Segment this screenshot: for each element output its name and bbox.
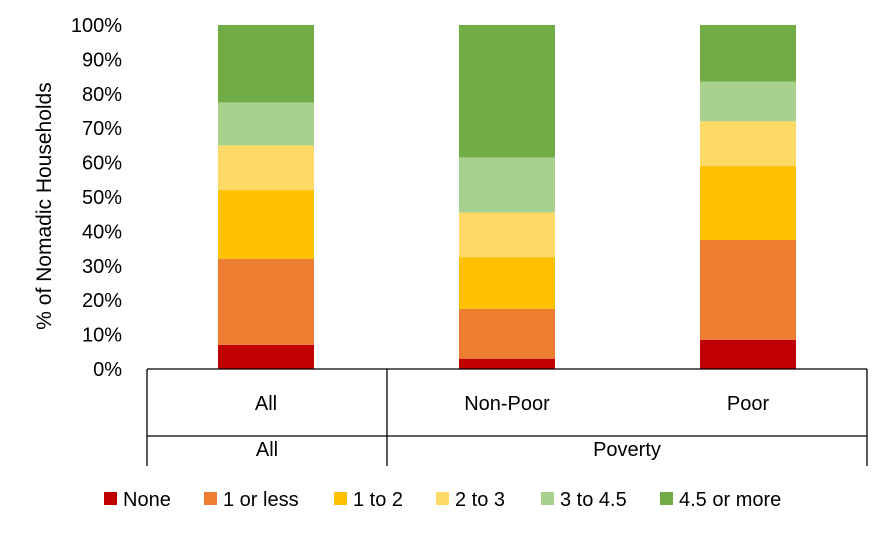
category-axis: All Non-Poor Poor All Poverty xyxy=(146,368,868,466)
bar-segment-4-5-or-more xyxy=(700,25,796,82)
y-axis-title-group: % of Nomadic Households xyxy=(33,82,56,329)
bar-segment-1-or-less xyxy=(459,308,555,359)
category-group-label: Poverty xyxy=(593,439,661,461)
legend-label: None xyxy=(123,489,171,511)
bar-stack-all xyxy=(218,25,314,369)
legend-item-4-5-or-more: 4.5 or more xyxy=(660,489,781,511)
y-tick-label: 80% xyxy=(82,84,122,106)
bars xyxy=(218,25,796,369)
y-tick-label: 30% xyxy=(82,256,122,278)
bar-segment-2-to-3 xyxy=(218,145,314,191)
legend-swatch xyxy=(541,492,554,505)
legend: None 1 or less 1 to 2 2 to 3 3 to 4.5 4.5 or … xyxy=(104,489,781,511)
y-tick-label: 40% xyxy=(82,221,122,243)
bar-segment-1-to-2 xyxy=(700,166,796,240)
bar-stack-poor xyxy=(700,25,796,369)
legend-swatch xyxy=(204,492,217,505)
legend-label: 1 to 2 xyxy=(353,489,403,511)
bar-segment-none xyxy=(700,339,796,369)
y-tick-label: 60% xyxy=(82,153,122,175)
y-tick-labels: 0% 10% 20% 30% 40% 50% 60% 70% 80% 90% 100% xyxy=(71,15,122,381)
bar-segment-none xyxy=(218,344,314,369)
y-tick-label: 50% xyxy=(82,187,122,209)
category-label: Non-Poor xyxy=(464,393,550,415)
y-axis-title: % of Nomadic Households xyxy=(33,82,56,329)
bar-segment-none xyxy=(459,358,555,369)
bar-segment-3-to-4-5 xyxy=(218,102,314,146)
legend-label: 4.5 or more xyxy=(679,489,781,511)
y-tick-label: 70% xyxy=(82,118,122,140)
legend-label: 2 to 3 xyxy=(455,489,505,511)
bar-segment-2-to-3 xyxy=(700,121,796,167)
y-tick-label: 90% xyxy=(82,49,122,71)
bar-stack-non-poor xyxy=(459,25,555,369)
bar-segment-2-to-3 xyxy=(459,212,555,258)
legend-item-3-to-4-5: 3 to 4.5 xyxy=(541,489,627,511)
legend-label: 3 to 4.5 xyxy=(560,489,627,511)
bar-segment-1-or-less xyxy=(218,258,314,345)
y-tick-label: 0% xyxy=(93,359,122,381)
legend-item-2-to-3: 2 to 3 xyxy=(436,489,505,511)
category-label: All xyxy=(255,393,277,415)
legend-label: 1 or less xyxy=(223,489,299,511)
bar-segment-3-to-4-5 xyxy=(459,157,555,213)
legend-swatch xyxy=(660,492,673,505)
legend-item-1-or-less: 1 or less xyxy=(204,489,299,511)
bar-segment-4-5-or-more xyxy=(459,25,555,158)
category-label: Poor xyxy=(727,393,770,415)
legend-item-1-to-2: 1 to 2 xyxy=(334,489,403,511)
bar-segment-3-to-4-5 xyxy=(700,81,796,122)
bar-segment-4-5-or-more xyxy=(218,25,314,103)
bar-segment-1-to-2 xyxy=(459,257,555,309)
y-tick-label: 100% xyxy=(71,15,122,37)
legend-swatch xyxy=(104,492,117,505)
legend-item-none: None xyxy=(104,489,171,511)
legend-swatch xyxy=(436,492,449,505)
bar-segment-1-to-2 xyxy=(218,190,314,259)
y-tick-label: 10% xyxy=(82,325,122,347)
bar-segment-1-or-less xyxy=(700,240,796,340)
legend-swatch xyxy=(334,492,347,505)
category-group-label: All xyxy=(256,439,278,461)
y-tick-label: 20% xyxy=(82,290,122,312)
